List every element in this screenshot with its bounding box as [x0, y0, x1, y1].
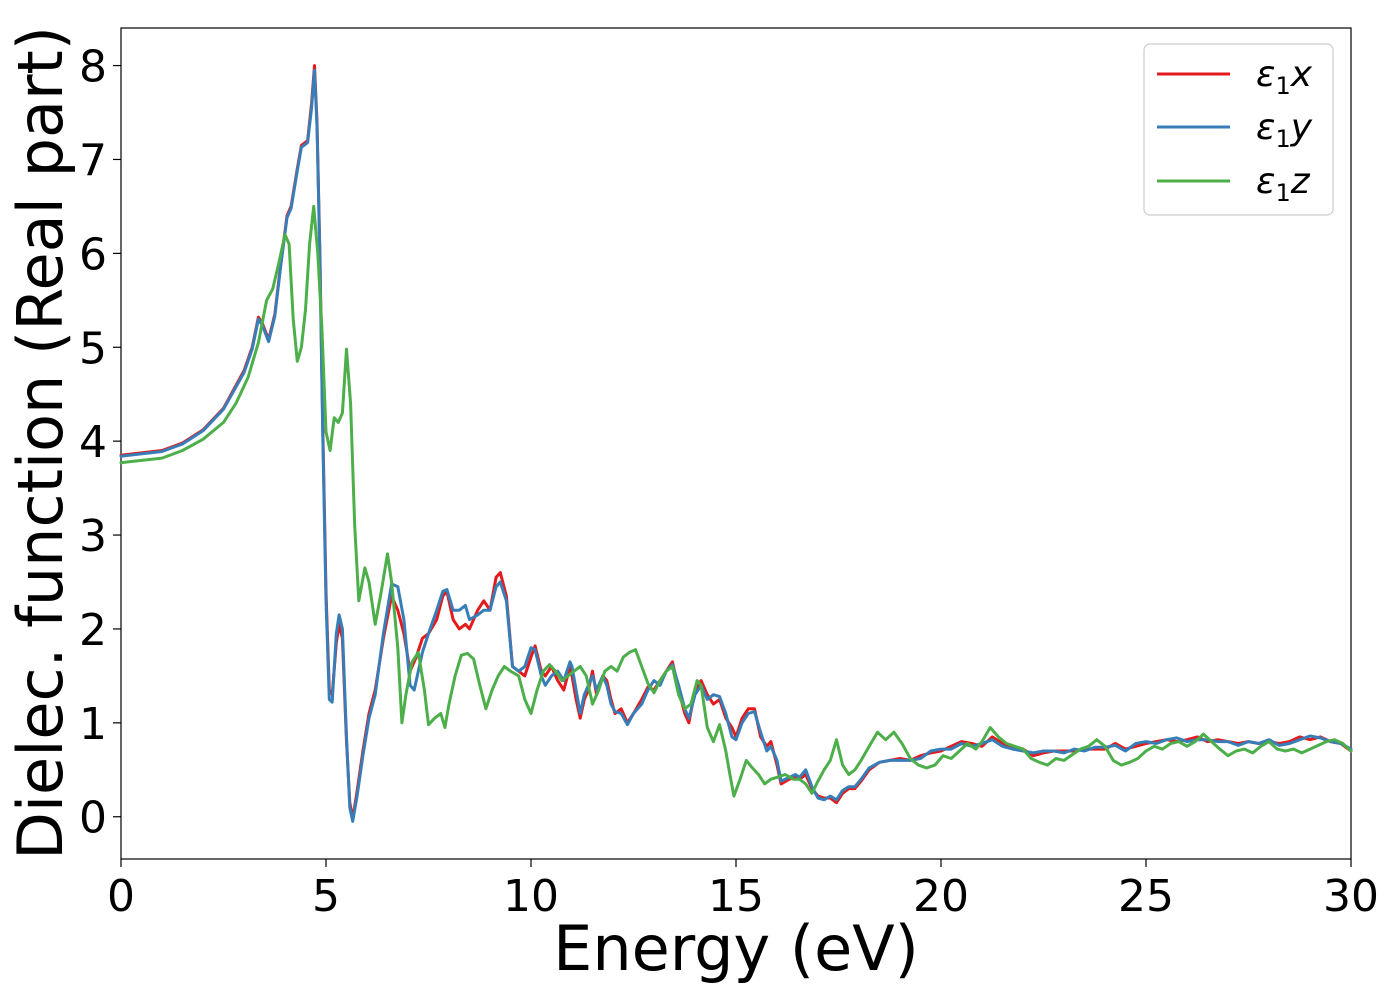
- series-line-y: [119, 68, 1353, 823]
- y-tick-label: 3: [79, 511, 107, 562]
- y-tick-label: 4: [79, 417, 107, 468]
- legend: ε1x ε1y ε1z: [1143, 43, 1334, 216]
- x-tick-label: 15: [708, 871, 764, 922]
- y-tick-label: 0: [79, 793, 107, 844]
- series-line-z: [119, 204, 1353, 798]
- y-tick-label: 5: [79, 323, 107, 374]
- legend-label-y: ε1y: [1256, 107, 1313, 153]
- x-tick-label: 5: [312, 871, 340, 922]
- y-axis-ticks: 0 1 2 3 4 5 6 7 8: [79, 42, 121, 844]
- x-tick-label: 20: [913, 871, 969, 922]
- x-axis-ticks: 0 5 10 15 20 25 30: [107, 859, 1379, 922]
- x-tick-label: 0: [107, 871, 135, 922]
- x-tick-label: 25: [1118, 871, 1174, 922]
- legend-label-z: ε1z: [1256, 161, 1311, 207]
- y-tick-label: 6: [79, 229, 107, 280]
- y-tick-label: 8: [79, 42, 107, 93]
- y-tick-label: 7: [79, 135, 107, 186]
- y-axis-title: Dielec. function (Real part): [4, 26, 77, 860]
- legend-label-x: ε1x: [1256, 54, 1313, 100]
- legend-box: [1143, 43, 1334, 216]
- x-tick-label: 30: [1323, 871, 1379, 922]
- series-layer: [119, 64, 1353, 823]
- x-axis-title: Energy (eV): [553, 912, 919, 985]
- y-tick-label: 1: [79, 699, 107, 750]
- x-tick-label: 10: [503, 871, 559, 922]
- y-tick-label: 2: [79, 605, 107, 656]
